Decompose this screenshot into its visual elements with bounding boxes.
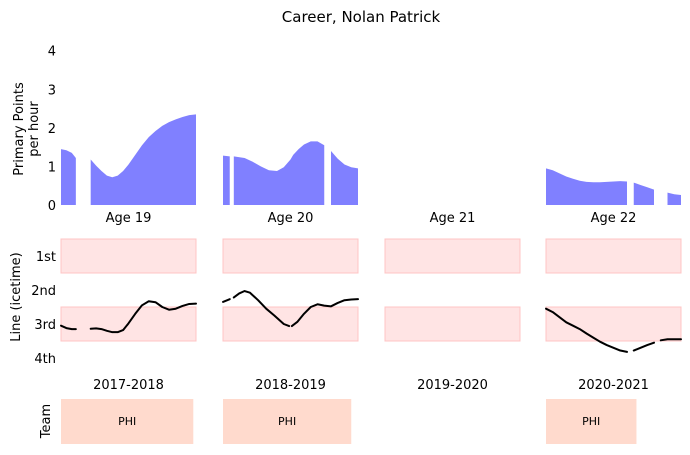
points-y-label-line2: per hour <box>27 101 42 157</box>
line-band-1st <box>384 238 521 274</box>
season-label: 2019-2020 <box>417 378 488 393</box>
team-panels: 2017-2018 PHI 2018-2019 PHI 2019-2020 2020-20… <box>61 378 649 444</box>
team-label: PHI <box>278 415 296 428</box>
line-series <box>89 300 197 334</box>
points-area <box>233 141 325 205</box>
line-y-axis: 1st 2nd 3rd 4th <box>31 250 56 367</box>
line-series <box>232 290 291 328</box>
season-label: 2017-2018 <box>93 378 164 393</box>
age-label: Age 20 <box>268 211 314 226</box>
line-y-tick: 2nd <box>31 284 56 299</box>
points-area <box>667 192 681 205</box>
line-band-1st <box>60 238 197 274</box>
line-band-3rd <box>222 306 359 342</box>
line-y-tick: 1st <box>36 250 56 265</box>
line-y-tick: 3rd <box>34 318 56 333</box>
line-band-3rd <box>545 306 682 342</box>
points-y-label-line1: Primary Points <box>12 82 27 176</box>
line-series <box>632 341 655 352</box>
line-series <box>60 324 77 331</box>
points-y-tick: 3 <box>48 83 56 98</box>
team-bar <box>546 399 637 444</box>
points-y-tick: 2 <box>48 122 56 137</box>
points-area <box>633 182 654 205</box>
line-series <box>545 307 628 353</box>
team-label: PHI <box>582 415 600 428</box>
points-area <box>90 114 196 205</box>
points-area <box>223 155 230 205</box>
line-y-label: Line (icetime) <box>9 252 24 342</box>
season-label: 2018-2019 <box>255 378 326 393</box>
line-series <box>222 298 231 303</box>
line-band-1st <box>545 238 682 274</box>
age-label: Age 22 <box>591 211 637 226</box>
line-panels <box>60 238 682 353</box>
line-band-1st <box>222 238 359 274</box>
points-area <box>61 149 76 205</box>
points-y-tick: 4 <box>48 45 56 60</box>
line-y-tick: 4th <box>34 352 56 367</box>
age-label: Age 21 <box>430 211 476 226</box>
points-y-tick: 1 <box>48 160 56 175</box>
team-bar <box>223 399 352 444</box>
points-y-tick: 0 <box>48 199 56 214</box>
line-series <box>659 338 682 342</box>
team-bar <box>61 399 194 444</box>
season-label: 2020-2021 <box>578 378 649 393</box>
line-series <box>290 298 359 328</box>
points-area <box>546 168 627 205</box>
line-band-3rd <box>384 306 521 342</box>
team-label: PHI <box>118 415 136 428</box>
points-area <box>331 151 358 205</box>
team-y-label: Team <box>39 404 54 439</box>
age-label: Age 19 <box>106 211 152 226</box>
points-y-axis: 0 1 2 3 4 <box>48 45 56 214</box>
chart-title: Career, Nolan Patrick <box>282 8 441 26</box>
points-panels: Age 19 Age 20 Age 21 Age 22 <box>61 114 681 226</box>
